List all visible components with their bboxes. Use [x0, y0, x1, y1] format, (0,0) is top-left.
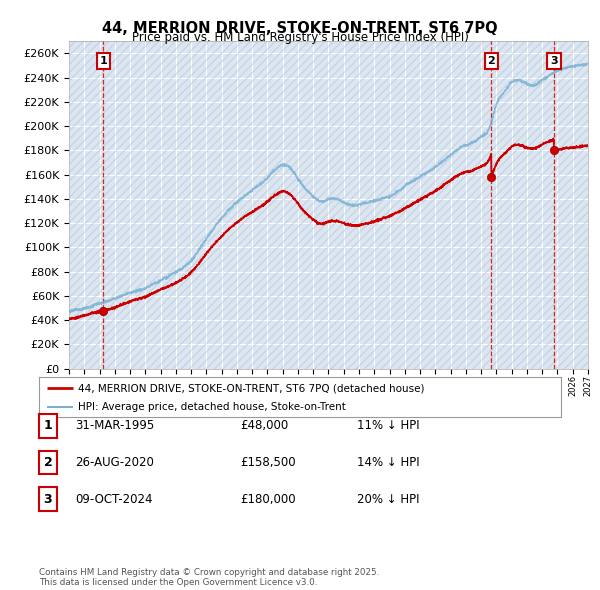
- Text: 44, MERRION DRIVE, STOKE-ON-TRENT, ST6 7PQ (detached house): 44, MERRION DRIVE, STOKE-ON-TRENT, ST6 7…: [78, 384, 425, 394]
- Text: Contains HM Land Registry data © Crown copyright and database right 2025.
This d: Contains HM Land Registry data © Crown c…: [39, 568, 379, 587]
- Text: 3: 3: [44, 493, 52, 506]
- Text: 14% ↓ HPI: 14% ↓ HPI: [357, 456, 419, 469]
- Text: HPI: Average price, detached house, Stoke-on-Trent: HPI: Average price, detached house, Stok…: [78, 402, 346, 412]
- Text: 1: 1: [100, 56, 107, 66]
- Text: 1: 1: [44, 419, 52, 432]
- Text: 31-MAR-1995: 31-MAR-1995: [75, 419, 154, 432]
- Text: £158,500: £158,500: [240, 456, 296, 469]
- Text: £48,000: £48,000: [240, 419, 288, 432]
- Text: 44, MERRION DRIVE, STOKE-ON-TRENT, ST6 7PQ: 44, MERRION DRIVE, STOKE-ON-TRENT, ST6 7…: [102, 21, 498, 35]
- Text: Price paid vs. HM Land Registry's House Price Index (HPI): Price paid vs. HM Land Registry's House …: [131, 31, 469, 44]
- Text: 2: 2: [487, 56, 495, 66]
- Text: 3: 3: [550, 56, 558, 66]
- Text: £180,000: £180,000: [240, 493, 296, 506]
- Text: 2: 2: [44, 456, 52, 469]
- Text: 26-AUG-2020: 26-AUG-2020: [75, 456, 154, 469]
- Text: 09-OCT-2024: 09-OCT-2024: [75, 493, 152, 506]
- Text: 20% ↓ HPI: 20% ↓ HPI: [357, 493, 419, 506]
- Text: 11% ↓ HPI: 11% ↓ HPI: [357, 419, 419, 432]
